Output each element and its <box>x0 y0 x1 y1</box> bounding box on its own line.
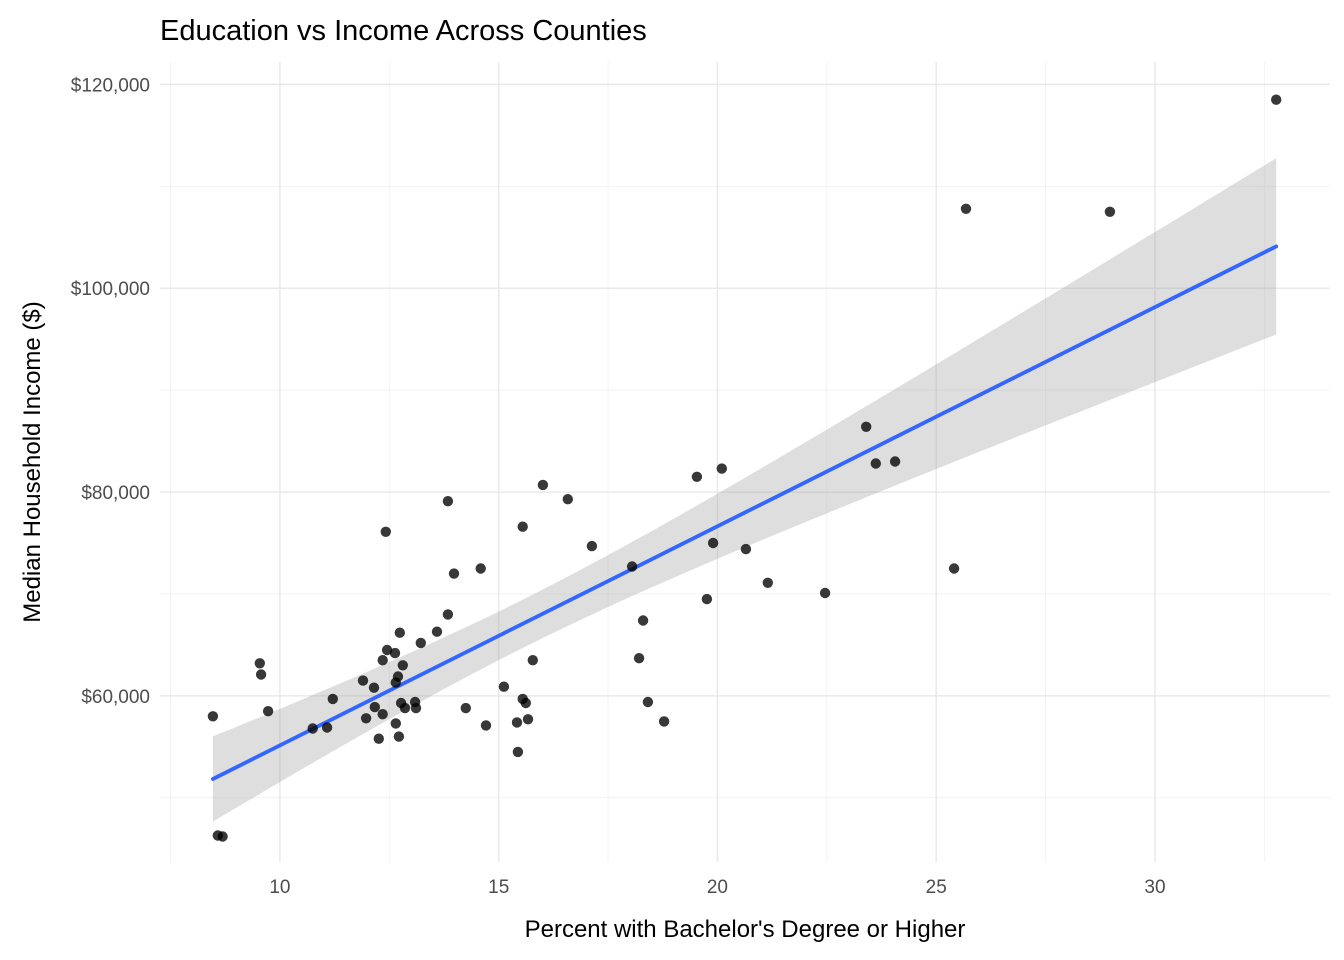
x-axis-title: Percent with Bachelor's Degree or Higher <box>525 916 966 943</box>
scatter-point <box>520 697 531 709</box>
scatter-point <box>512 746 524 758</box>
scatter-point <box>716 463 727 474</box>
scatter-point <box>889 456 901 467</box>
scatter-point <box>537 479 549 491</box>
scatter-point <box>394 627 405 638</box>
scatter-point <box>431 626 443 637</box>
scatter-point <box>393 731 405 742</box>
scatter-point <box>637 615 649 626</box>
scatter-point <box>707 537 719 549</box>
scatter-point <box>397 660 408 671</box>
scatter-point <box>389 647 401 659</box>
confidence-band <box>212 158 1277 822</box>
scatter-point <box>381 644 393 656</box>
scatter-point <box>399 702 411 714</box>
major-gridlines <box>160 62 1330 862</box>
scatter-point <box>740 543 752 555</box>
scatter-point <box>255 669 267 680</box>
scatter-point <box>586 540 598 552</box>
scatter-point <box>321 722 333 733</box>
scatter-point <box>369 701 380 713</box>
scatter-point <box>377 709 388 720</box>
scatter-point <box>307 723 318 734</box>
scatter-point <box>819 587 831 599</box>
scatter-point <box>377 655 388 666</box>
scatter-point <box>1104 206 1116 217</box>
scatter-point <box>442 609 454 620</box>
chart-title: Education vs Income Across Counties <box>160 15 647 47</box>
scatter-point <box>527 655 538 666</box>
scatter-point <box>658 716 670 727</box>
minor-gridlines <box>160 62 1330 862</box>
scatter-point <box>691 471 703 482</box>
x-tick-labels: 10 15 20 25 30 <box>269 877 1165 898</box>
scatter-point <box>442 496 454 507</box>
scatter-point <box>870 458 881 469</box>
regression-line <box>211 244 1279 781</box>
scatter-point <box>415 637 426 649</box>
y-tick-labels: $60,000 $80,000 $100,000 $120,000 <box>71 75 150 708</box>
x-tick-label: 10 <box>269 877 290 898</box>
scatter-point <box>861 421 872 432</box>
scatter-point <box>390 718 401 729</box>
scatter-point <box>642 696 654 708</box>
scatter-point <box>254 658 265 669</box>
scatter-point <box>448 568 460 579</box>
scatter-point <box>522 714 534 725</box>
scatter-points <box>207 94 1282 842</box>
scatter-point <box>701 593 713 605</box>
x-tick-label: 20 <box>707 877 728 898</box>
x-tick-label: 30 <box>1144 877 1165 898</box>
scatter-point <box>517 521 528 532</box>
scatter-point <box>373 733 384 744</box>
scatter-point <box>762 577 773 588</box>
scatter-point <box>562 494 573 505</box>
scatter-point <box>460 702 471 714</box>
scatter-point <box>360 713 372 724</box>
scatter-point <box>327 693 338 705</box>
scatter-point <box>357 675 369 686</box>
scatter-point <box>511 717 523 728</box>
scatter-point <box>380 526 391 537</box>
scatter-point <box>633 653 645 664</box>
y-tick-label: $80,000 <box>81 483 150 504</box>
y-tick-label: $100,000 <box>71 279 150 300</box>
scatter-point <box>948 563 960 574</box>
y-tick-label: $120,000 <box>71 75 150 96</box>
y-tick-label: $60,000 <box>81 687 150 708</box>
scatter-point <box>960 203 972 214</box>
scatter-point <box>207 711 219 722</box>
scatter-point <box>217 831 228 842</box>
x-tick-label: 15 <box>488 877 509 898</box>
scatter-point <box>392 671 404 682</box>
y-axis-title: Median Household Income ($) <box>19 301 46 623</box>
scatter-point <box>262 706 274 717</box>
scatter-point <box>368 682 380 693</box>
scatter-point <box>475 563 486 574</box>
scatter-point <box>1271 94 1282 105</box>
x-tick-label: 25 <box>926 877 947 898</box>
scatter-point <box>498 681 510 692</box>
scatter-point <box>480 720 492 731</box>
scatter-point <box>410 702 422 714</box>
scatter-point <box>626 561 638 572</box>
